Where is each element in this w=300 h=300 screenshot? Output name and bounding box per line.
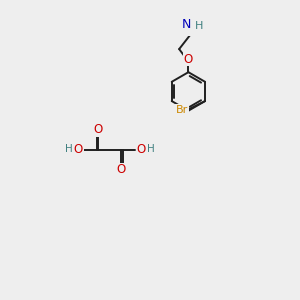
Text: H: H xyxy=(195,21,203,31)
Text: O: O xyxy=(137,143,146,156)
Text: O: O xyxy=(74,143,83,156)
Text: O: O xyxy=(94,123,103,136)
Text: H: H xyxy=(147,144,154,154)
Text: Br: Br xyxy=(176,104,188,115)
Text: O: O xyxy=(117,164,126,176)
Text: N: N xyxy=(182,18,191,31)
Text: H: H xyxy=(65,144,73,154)
Text: O: O xyxy=(184,52,193,66)
